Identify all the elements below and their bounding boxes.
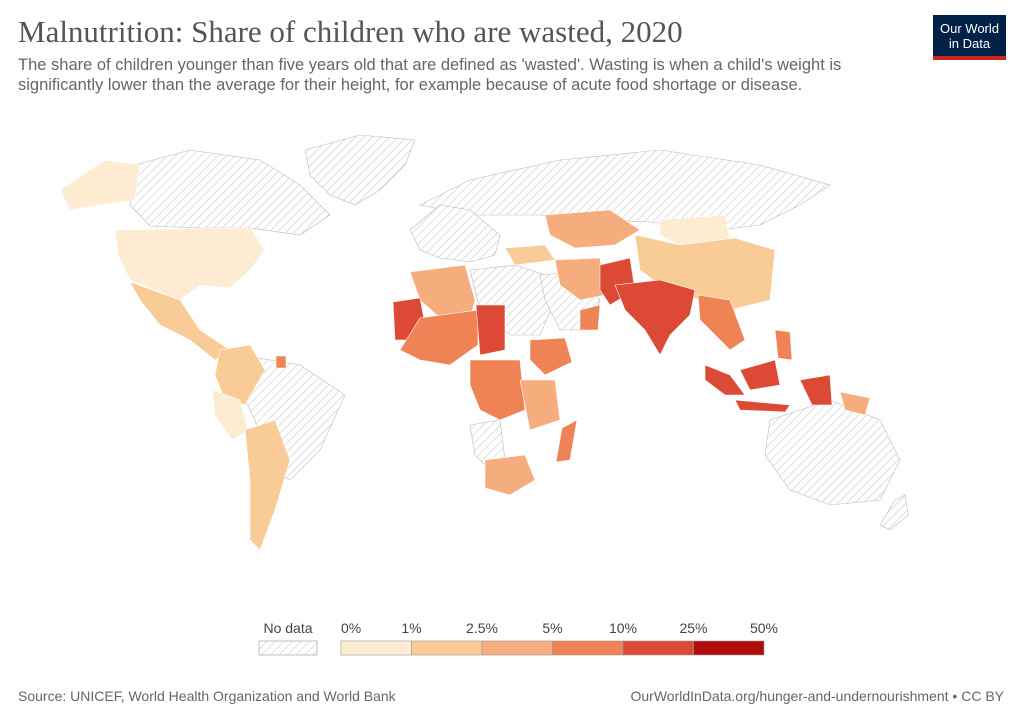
region-philippines [774,329,793,361]
region-guyana [275,355,287,369]
legend-no-data-swatch [258,640,318,656]
region-east-africa [519,379,561,431]
region-indonesia [704,359,833,413]
region-yemen [579,304,601,331]
legend-tick-label: 2.5% [466,620,498,636]
legend-ticks: 0% 1% 2.5% 5% 10% 25% 50% [341,620,778,636]
legend-bin-2 [481,640,553,656]
region-greenland [304,134,416,206]
chart-title: Malnutrition: Share of children who are … [18,14,683,49]
legend-tick-label: 0% [341,620,361,636]
region-iran [554,257,606,301]
logo-line-1: Our World [940,21,999,36]
region-peru [211,389,249,441]
logo-accent-bar [933,56,1006,60]
region-india [614,279,696,356]
legend-tick-label: 1% [401,620,421,636]
region-kazakhstan [544,209,641,249]
legend-no-data-label: No data [263,620,312,636]
legend-tick-label: 25% [679,620,707,636]
region-usa [114,227,266,301]
world-map[interactable] [0,120,1024,560]
chart-subtitle: The share of children younger than five … [18,56,842,94]
footer-source: Source: UNICEF, World Health Organizatio… [18,688,396,704]
legend-tick-label: 50% [750,620,778,636]
region-central-africa [469,359,526,421]
region-papua [839,391,871,416]
region-argentina [244,419,291,551]
legend-bin-1 [411,640,483,656]
region-ethiopia [529,337,573,376]
region-southeast-asia [697,294,746,351]
region-chad [475,304,506,356]
logo-line-2: in Data [948,36,991,51]
footer-url[interactable]: OurWorldInData.org/hunger-and-undernouri… [630,688,1005,704]
region-southern-africa [484,454,536,496]
region-new-zealand [879,494,909,531]
region-china [634,234,776,311]
region-turkey [504,244,556,266]
legend-bins [340,640,765,656]
legend-bin-5 [693,640,765,656]
region-europe [409,204,501,263]
legend-bin-3 [552,640,624,656]
legend-bin-0 [340,640,412,656]
region-russia [419,149,831,231]
legend-tick-label: 10% [609,620,637,636]
region-canada [129,149,331,236]
region-madagascar [555,419,578,463]
region-andes [214,344,266,406]
region-alaska [59,159,141,211]
legend-tick-label: 5% [542,620,562,636]
region-australia [764,399,901,506]
owid-logo[interactable]: Our World in Data [933,15,1006,60]
region-mexico [129,281,231,361]
legend-bin-4 [622,640,694,656]
